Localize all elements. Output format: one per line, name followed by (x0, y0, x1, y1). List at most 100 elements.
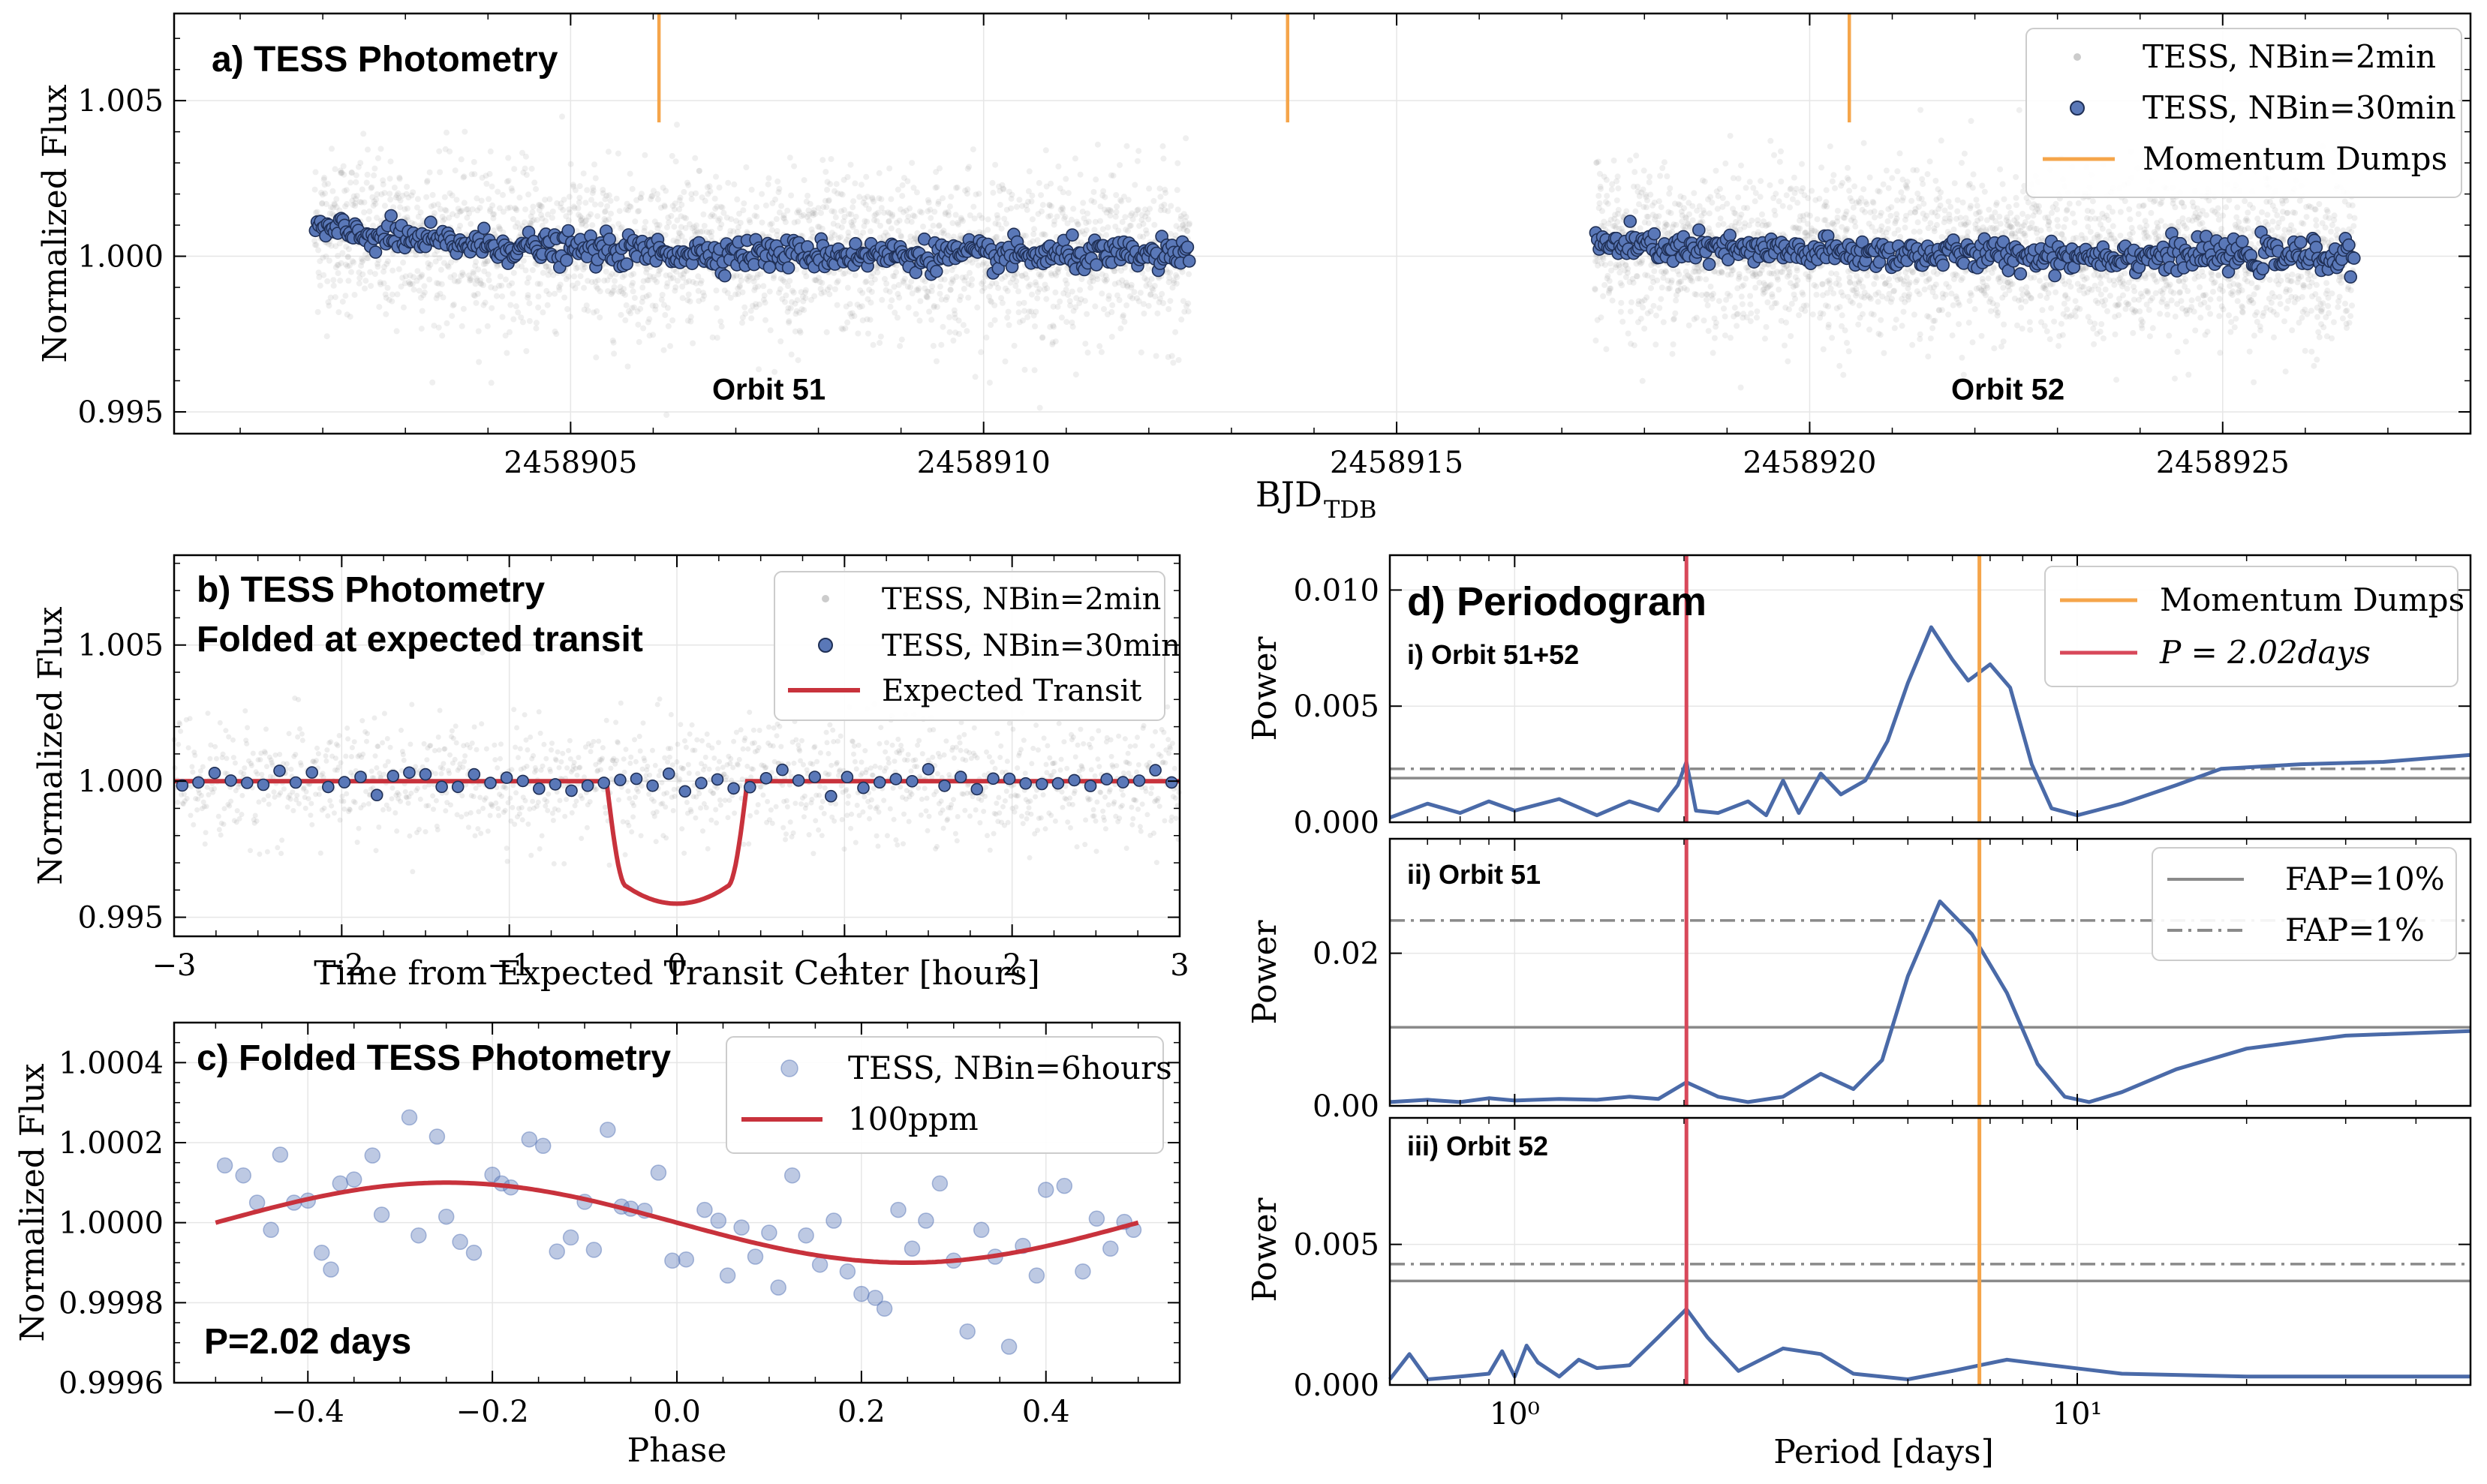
raw-point (2072, 298, 2079, 305)
raw-point (1938, 137, 1944, 144)
raw-point (2046, 219, 2052, 226)
raw-point (558, 204, 564, 211)
raw-point (934, 184, 940, 191)
raw-point (1052, 289, 1059, 296)
raw-point (417, 274, 423, 281)
raw-point (456, 227, 462, 233)
raw-point (1719, 194, 1726, 201)
raw-point (885, 209, 892, 216)
raw-point (338, 170, 344, 176)
raw-point (600, 187, 606, 194)
raw-point (356, 269, 362, 276)
raw-point (1787, 204, 1793, 211)
raw-point (717, 203, 724, 210)
raw-point (2276, 293, 2283, 300)
raw-point (2289, 327, 2296, 334)
raw-point (582, 218, 588, 224)
raw-point (480, 282, 486, 288)
raw-point (714, 335, 720, 341)
raw-point (1063, 281, 1070, 287)
raw-point (2037, 278, 2043, 284)
raw-point (1101, 277, 1108, 283)
raw-point (1740, 314, 1746, 321)
raw-point (1058, 314, 1065, 321)
raw-point (907, 233, 914, 240)
raw-point (543, 263, 549, 270)
raw-point (2045, 290, 2052, 296)
raw-point (1038, 272, 1045, 278)
raw-point (1722, 313, 1728, 320)
raw-point (1124, 284, 1131, 290)
raw-point (1092, 303, 1099, 310)
raw-point (685, 291, 692, 298)
raw-point (931, 209, 938, 215)
raw-point (434, 280, 440, 287)
raw-point (1156, 296, 1163, 302)
raw-point (1873, 275, 1880, 281)
raw-point (578, 217, 585, 224)
raw-point (879, 296, 886, 303)
raw-point (912, 234, 919, 241)
raw-point (2239, 304, 2246, 311)
raw-point (1662, 220, 1669, 227)
raw-point (1020, 232, 1027, 239)
raw-point (1161, 207, 1168, 213)
raw-point (983, 260, 990, 267)
raw-point (359, 259, 365, 266)
raw-point (1072, 371, 1079, 378)
raw-point (1717, 215, 1724, 222)
raw-point (1689, 203, 1696, 209)
raw-point (964, 165, 971, 172)
raw-point (859, 317, 866, 323)
raw-point (1027, 281, 1033, 288)
raw-point (987, 283, 994, 290)
raw-point (332, 264, 339, 271)
raw-point (533, 325, 540, 332)
raw-point (1716, 260, 1723, 267)
raw-point (2201, 299, 2208, 306)
raw-point (1134, 158, 1141, 164)
raw-point (1013, 278, 1020, 284)
raw-point (1656, 305, 1663, 311)
raw-point (1614, 173, 1621, 180)
raw-point (925, 197, 931, 203)
raw-point (834, 302, 841, 308)
raw-point (1860, 284, 1866, 290)
raw-point (1643, 204, 1649, 211)
raw-point (789, 299, 795, 305)
raw-point (1001, 215, 1008, 222)
raw-point (440, 218, 447, 224)
raw-point (1754, 308, 1761, 315)
raw-point (1803, 271, 1809, 278)
raw-point (699, 296, 706, 302)
raw-point (1015, 309, 1022, 316)
raw-point (843, 303, 850, 310)
raw-point (1084, 350, 1091, 356)
raw-point (474, 290, 481, 297)
raw-point (786, 155, 793, 161)
raw-point (1043, 183, 1050, 190)
raw-point (772, 196, 778, 203)
raw-point (1783, 192, 1790, 199)
raw-point (1827, 143, 1833, 150)
raw-point (2039, 307, 2046, 314)
raw-point (1079, 209, 1086, 215)
raw-point (871, 198, 877, 205)
raw-point (633, 197, 640, 203)
raw-point (904, 284, 911, 290)
raw-point (1006, 322, 1012, 329)
raw-point (465, 272, 472, 279)
raw-point (961, 285, 967, 292)
raw-point (1774, 274, 1781, 281)
raw-point (1740, 311, 1747, 317)
raw-point (1657, 173, 1664, 179)
raw-point (898, 206, 904, 212)
raw-point (1927, 220, 1934, 227)
raw-point (322, 190, 328, 197)
raw-point (1636, 258, 1643, 265)
raw-point (609, 337, 616, 344)
raw-point (1104, 276, 1110, 283)
raw-point (2061, 300, 2067, 307)
raw-point (956, 235, 963, 242)
raw-point (828, 230, 835, 236)
